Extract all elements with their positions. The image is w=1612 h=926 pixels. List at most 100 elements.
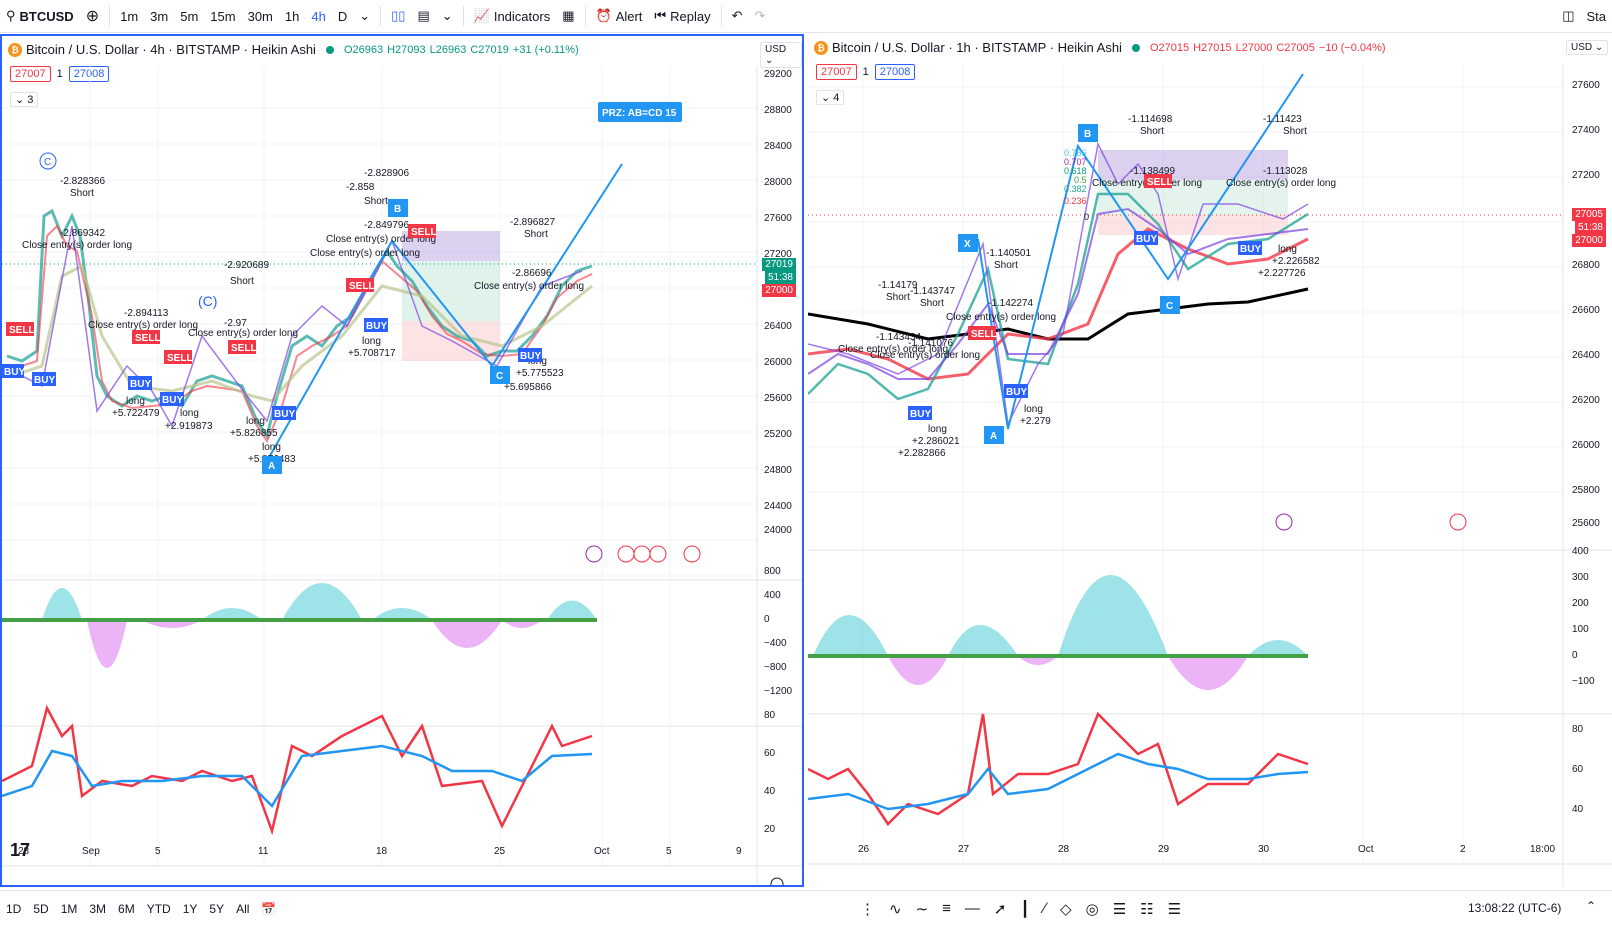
sell-badge: SELL [9,325,35,336]
point-b: B [1084,129,1091,140]
flag-icon[interactable] [633,545,651,563]
interval-3m[interactable]: 3m [150,8,169,24]
vertical-tool-icon[interactable]: ┃ [1020,900,1030,918]
alert-button[interactable]: ⏰ Alert [595,8,643,24]
sell-badge: SELL [1147,177,1173,188]
shape-tool-icon[interactable]: ◎ [1085,900,1099,918]
flag-icon[interactable] [1449,513,1467,531]
signal-badges: B X A C BUY BUY BUY BUY SELL SELL [908,124,1262,444]
dividend-icon[interactable] [585,545,603,563]
signal-short: Short [1140,126,1164,137]
range-5d[interactable]: 5D [33,901,49,916]
buy-badge: BUY [4,367,25,378]
replay-button[interactable]: ⏮ Replay [654,8,711,24]
abcd-tool-icon[interactable]: ∼ [915,900,929,918]
range-ytd[interactable]: YTD [146,901,171,916]
interval-1h[interactable]: 1h [284,8,300,24]
range-1d[interactable]: 1D [6,901,22,916]
fib-level: 0.618 [1064,166,1087,176]
fib-tool-icon[interactable]: ≡ [942,900,951,917]
indicators-button[interactable]: 📈 Indicators [473,8,551,24]
trend-line-icon[interactable]: ➚ [993,900,1007,918]
panel-toggle-button[interactable]: ◫ [1556,0,1580,32]
xabcd-tool-icon[interactable]: ∿ [889,900,902,918]
pattern-tool-icon[interactable]: ⋮ [860,900,875,918]
signal-short: Short [920,298,944,309]
point-x: X [964,239,971,250]
price-tick: 25200 [764,429,792,440]
candle-style-button[interactable]: ▯▯ [385,0,411,32]
compare-symbol-button[interactable]: ⊕ [80,0,105,32]
time-tick: 28 [1058,844,1070,855]
ohlc-high: H27093 [387,43,426,56]
clock[interactable]: 13:08:22 (UTC-6) [1468,901,1562,915]
chart-type-dropdown[interactable]: ⌄ [436,0,459,32]
ohlc-low: L27000 [1235,41,1273,54]
signal-value: -2.869342 [60,228,105,239]
goto-date-button[interactable]: 📅 [255,902,282,916]
bar-style-button[interactable]: ▤ [411,0,435,32]
flag-icon[interactable] [617,545,635,563]
point-b: B [394,204,401,215]
range-all[interactable]: All [236,901,250,916]
indicator-collapse-toggle[interactable]: ⌄ 4 [816,90,845,105]
buy-badge: BUY [34,375,55,386]
signal-close: Close entry(s) order long [946,312,1056,323]
ohlc-change: −10 (−0.04%) [1318,41,1386,54]
symbol-title[interactable]: Bitcoin / U.S. Dollar · 4h · BITSTAMP · … [26,42,316,57]
interval-30m[interactable]: 30m [247,8,273,24]
currency-selector[interactable]: USD ⌄ [760,42,802,68]
range-3m[interactable]: 3M [89,901,107,916]
macd-tick: 400 [1572,546,1589,557]
chart-pane-4h[interactable]: ₿ Bitcoin / U.S. Dollar · 4h · BITSTAMP … [0,34,804,887]
ray-tool-icon[interactable]: ∕ [1043,900,1047,917]
range-1y[interactable]: 1Y [182,901,198,916]
label-c-paren: (C) [198,293,217,309]
indicator-collapse-toggle[interactable]: ⌄ 3 [10,92,39,107]
node-tool-icon[interactable]: ◇ [1060,900,1072,918]
interval-dropdown[interactable]: ⌄ [353,0,376,32]
range-6m[interactable]: 6M [118,901,135,916]
interval-d[interactable]: D [337,8,348,24]
currency-selector[interactable]: USD ⌄ [1566,40,1609,55]
xabcd-pattern-line [977,73,1304,430]
interval-1m[interactable]: 1m [120,8,139,24]
price-tick: 29200 [764,69,792,80]
menu-tool-icon[interactable]: ☰ [1167,900,1182,918]
redo-button[interactable]: ↷ [749,0,772,32]
list-tool-icon[interactable]: ☰ [1112,900,1127,918]
ohlc-high: H27015 [1193,41,1232,54]
order-price-tag: 27000 [1572,234,1606,247]
settings-list-icon[interactable]: ☷ [1140,900,1154,918]
sell-price-button[interactable]: 27007 [10,66,51,82]
fib-level: 0.236 [1064,196,1087,206]
interval-15m[interactable]: 15m [210,8,236,24]
sell-price-button[interactable]: 27007 [816,64,857,80]
interval-5m[interactable]: 5m [180,8,199,24]
range-5y[interactable]: 5Y [209,901,225,916]
range-1m[interactable]: 1M [60,901,78,916]
prz-label[interactable]: PRZ: AB=CD 15 [602,108,677,119]
undo-button[interactable]: ↶ [726,0,749,32]
dividend-icon[interactable] [1275,513,1293,531]
flag-icon[interactable] [683,545,701,563]
signal-value: +5.826855 [230,428,278,439]
fib-level: 0.786 [1064,148,1087,158]
interval-4h[interactable]: 4h [311,8,326,24]
horizontal-line-icon[interactable]: ― [964,900,980,917]
flag-icon[interactable] [649,545,667,563]
symbol-title[interactable]: Bitcoin / U.S. Dollar · 1h · BITSTAMP · … [832,40,1122,55]
signal-value: +5.708717 [348,348,396,359]
layouts-button[interactable]: ▦ [556,0,580,32]
settings-gear-icon[interactable] [770,877,784,887]
symbol-search[interactable]: ⚲ BTCUSD [6,8,74,24]
buy-price-button[interactable]: 27008 [68,66,110,82]
signal-value: -2.894113 [124,308,169,319]
buy-badge: BUY [1006,387,1027,398]
chevron-up-icon[interactable]: ⌃ [1586,899,1597,913]
buy-price-button[interactable]: 27008 [874,64,916,80]
chart-pane-1h[interactable]: ₿ Bitcoin / U.S. Dollar · 1h · BITSTAMP … [808,34,1612,887]
ohlc-close: C27019 [470,43,509,56]
signal-value: -2.858 [346,182,375,193]
save-button[interactable]: Sta [1586,8,1606,24]
